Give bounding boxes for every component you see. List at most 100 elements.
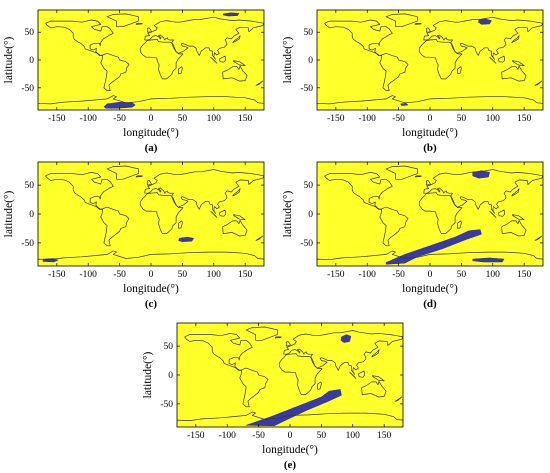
coastline [358,370,366,378]
x-tick-label: 50 [178,270,188,280]
x-tick-label: 0 [288,431,293,441]
coastline [489,210,497,218]
coastline [232,60,246,66]
coastline [511,214,525,221]
y-tick-label: -50 [160,400,173,410]
x-tick-label: 100 [486,270,501,280]
x-tick-label: 100 [346,431,361,441]
map-content [38,165,264,263]
x-tick-label: -150 [327,114,345,124]
indian-ocean-patch-region [178,236,195,242]
coastline [210,56,218,64]
map-content [38,12,264,109]
x-tick-label: 150 [517,114,532,124]
x-tick-label: -50 [113,114,126,124]
coastline [219,55,227,63]
coastline [511,188,520,197]
coastline [255,235,264,241]
coastline [232,188,241,197]
coastline [361,381,387,398]
coastline [139,39,184,80]
x-tick-label: -150 [327,270,345,280]
coastline [324,172,409,247]
coastline [222,65,248,82]
x-axis-label: longitude(°) [123,283,179,295]
siberia-patch-region [472,170,490,179]
coastline [178,66,183,75]
coastline [501,65,527,82]
x-tick-label: 50 [457,114,467,124]
x-tick-label: -100 [219,431,237,441]
x-tick-label: 150 [238,114,253,124]
coastline [394,396,403,402]
coastline [177,411,403,421]
coastline [317,95,543,105]
panel-label: (d) [423,298,437,310]
x-tick-label: 0 [428,114,433,124]
panel-label: (e) [284,459,297,471]
x-axis-label: longitude(°) [262,444,318,456]
coastline [278,353,323,395]
coastline [371,375,385,382]
coastline [418,39,463,80]
siberia-patch-region [478,18,492,25]
y-tick-label: 50 [304,181,314,191]
x-tick-label: 50 [178,114,188,124]
coastline [414,22,422,25]
x-tick-label: 0 [149,270,154,280]
y-axis-label: latitude(°) [282,36,294,83]
x-tick-label: 0 [428,270,433,280]
y-axis-label: latitude(°) [142,351,154,398]
x-tick-label: -50 [252,431,265,441]
coastline [418,192,463,234]
map-panel-b: -150 -100 -50 0 50 100 150 50 0 -50 longitude(°) la… [282,9,544,154]
coastline [385,165,418,180]
y-axis-label: latitude(°) [282,190,294,237]
coastline [146,180,152,186]
coastline [457,220,462,229]
x-tick-label: -100 [359,270,377,280]
coastline [324,19,409,91]
y-tick-label: 50 [25,181,35,191]
y-tick-label: 0 [29,56,34,66]
coastline [425,27,431,33]
coastline [38,95,264,105]
x-axis-label: longitude(°) [402,127,458,139]
map-panel-a: -150 -100 -50 0 50 100 150 50 0 -50 longitude(°) la… [3,9,265,154]
x-tick-label: -100 [80,270,98,280]
antarctic-small-patch-region [400,103,409,106]
coastline [511,60,525,66]
y-tick-label: -50 [21,84,34,94]
x-tick-label: 150 [238,270,253,280]
coastline [135,175,143,178]
coastline [423,169,543,214]
y-tick-label: 0 [29,210,34,220]
coastline [45,19,130,91]
x-tick-label: 0 [149,114,154,124]
coastline [317,381,322,390]
coastline [106,165,139,180]
coastline [385,13,418,28]
y-tick-label: 50 [164,342,174,352]
coastline [106,13,139,28]
coastline [135,22,143,25]
coastline [534,235,543,241]
map-background [38,10,264,110]
coastline [423,16,543,60]
x-tick-label: -50 [392,270,405,280]
map-panel-d: -150 -100 -50 0 50 100 150 50 0 -50 longitude(°) la… [282,161,544,310]
x-tick-label: -50 [392,114,405,124]
coastline [38,250,264,260]
y-tick-label: 50 [25,28,35,38]
map-content [317,13,543,106]
coastline [144,16,264,60]
coastline [371,349,380,358]
y-tick-label: 0 [168,371,173,381]
coastline [178,220,183,229]
map-panel-e: -150 -100 -50 0 50 100 150 50 0 -50 longitude(°) la… [142,322,404,471]
coastline [414,175,422,178]
panel-label: (b) [423,142,437,154]
coastline [489,56,497,64]
x-tick-label: -150 [48,270,66,280]
y-tick-label: -50 [300,84,313,94]
